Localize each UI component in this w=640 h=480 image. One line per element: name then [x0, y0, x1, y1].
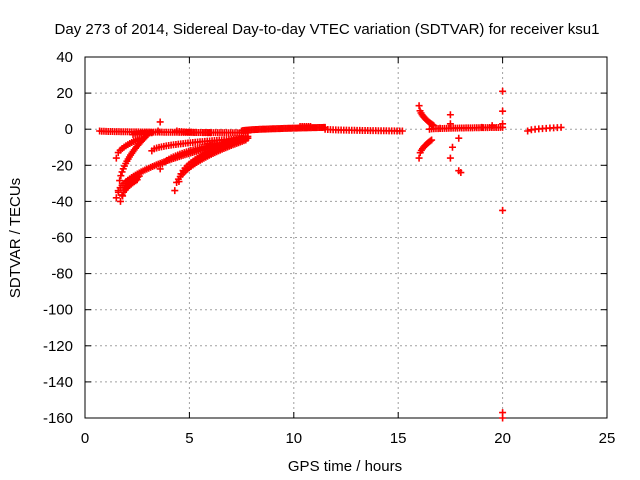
x-tick-label: 25	[599, 430, 616, 447]
data-point	[415, 102, 423, 110]
data-point	[499, 107, 507, 115]
data-point	[134, 173, 142, 181]
data-point	[171, 187, 179, 195]
y-axis-label: SDTVAR / TECUs	[7, 178, 24, 298]
data-point	[499, 87, 507, 95]
data-point	[448, 143, 456, 151]
grid-lines	[85, 57, 607, 418]
data-point	[307, 122, 315, 130]
data-point	[488, 122, 496, 130]
y-tick-label: -20	[51, 157, 73, 174]
x-tick-label: 5	[185, 430, 193, 447]
y-tick-label: 20	[56, 85, 73, 102]
data-point	[446, 120, 454, 128]
x-tick-label: 20	[494, 430, 511, 447]
data-point	[148, 129, 156, 137]
data-point	[428, 136, 436, 144]
y-tick-label: -40	[51, 193, 73, 210]
data-point	[557, 123, 565, 131]
data-point	[175, 178, 183, 186]
data-point	[112, 194, 120, 202]
data-point	[206, 129, 214, 137]
data-point	[457, 169, 465, 177]
data-point	[135, 172, 143, 180]
data-point	[156, 118, 164, 126]
data-point	[426, 137, 434, 145]
y-tick-label: -80	[51, 266, 73, 283]
data-point	[499, 206, 507, 214]
data-point	[436, 124, 444, 132]
x-axis-label: GPS time / hours	[288, 458, 402, 475]
chart-title: Day 273 of 2014, Sidereal Day-to-day VTE…	[55, 21, 600, 38]
data-point	[244, 132, 252, 140]
x-tick-label: 10	[285, 430, 302, 447]
x-axis-ticks: 0 5 10 15 20 25	[81, 430, 616, 447]
data-point	[118, 168, 126, 176]
data-point	[478, 123, 486, 131]
data-point	[455, 134, 463, 142]
y-tick-label: -100	[43, 302, 73, 319]
y-tick-label: -120	[43, 338, 73, 355]
x-tick-label: 15	[390, 430, 407, 447]
y-tick-label: -60	[51, 230, 73, 247]
data-point	[116, 177, 124, 185]
y-tick-label: 40	[56, 49, 73, 66]
data-point	[415, 154, 423, 162]
data-point	[116, 197, 124, 205]
data-point	[119, 192, 127, 200]
y-axis-ticks: 40 20 0 -20 -40 -60 -80 -100 -120 -140 -160	[43, 49, 73, 427]
data-point	[112, 154, 120, 162]
data-point	[398, 127, 406, 135]
y-tick-label: -160	[43, 410, 73, 427]
x-tick-label: 0	[81, 430, 89, 447]
data-point	[154, 127, 162, 135]
data-point	[499, 120, 507, 128]
data-point	[446, 111, 454, 119]
data-points	[96, 87, 565, 422]
y-tick-label: -140	[43, 374, 73, 391]
data-point	[524, 127, 532, 135]
data-point	[499, 414, 507, 422]
data-point	[117, 172, 125, 180]
data-point	[446, 154, 454, 162]
y-tick-label: 0	[65, 121, 73, 138]
data-point	[156, 165, 164, 173]
